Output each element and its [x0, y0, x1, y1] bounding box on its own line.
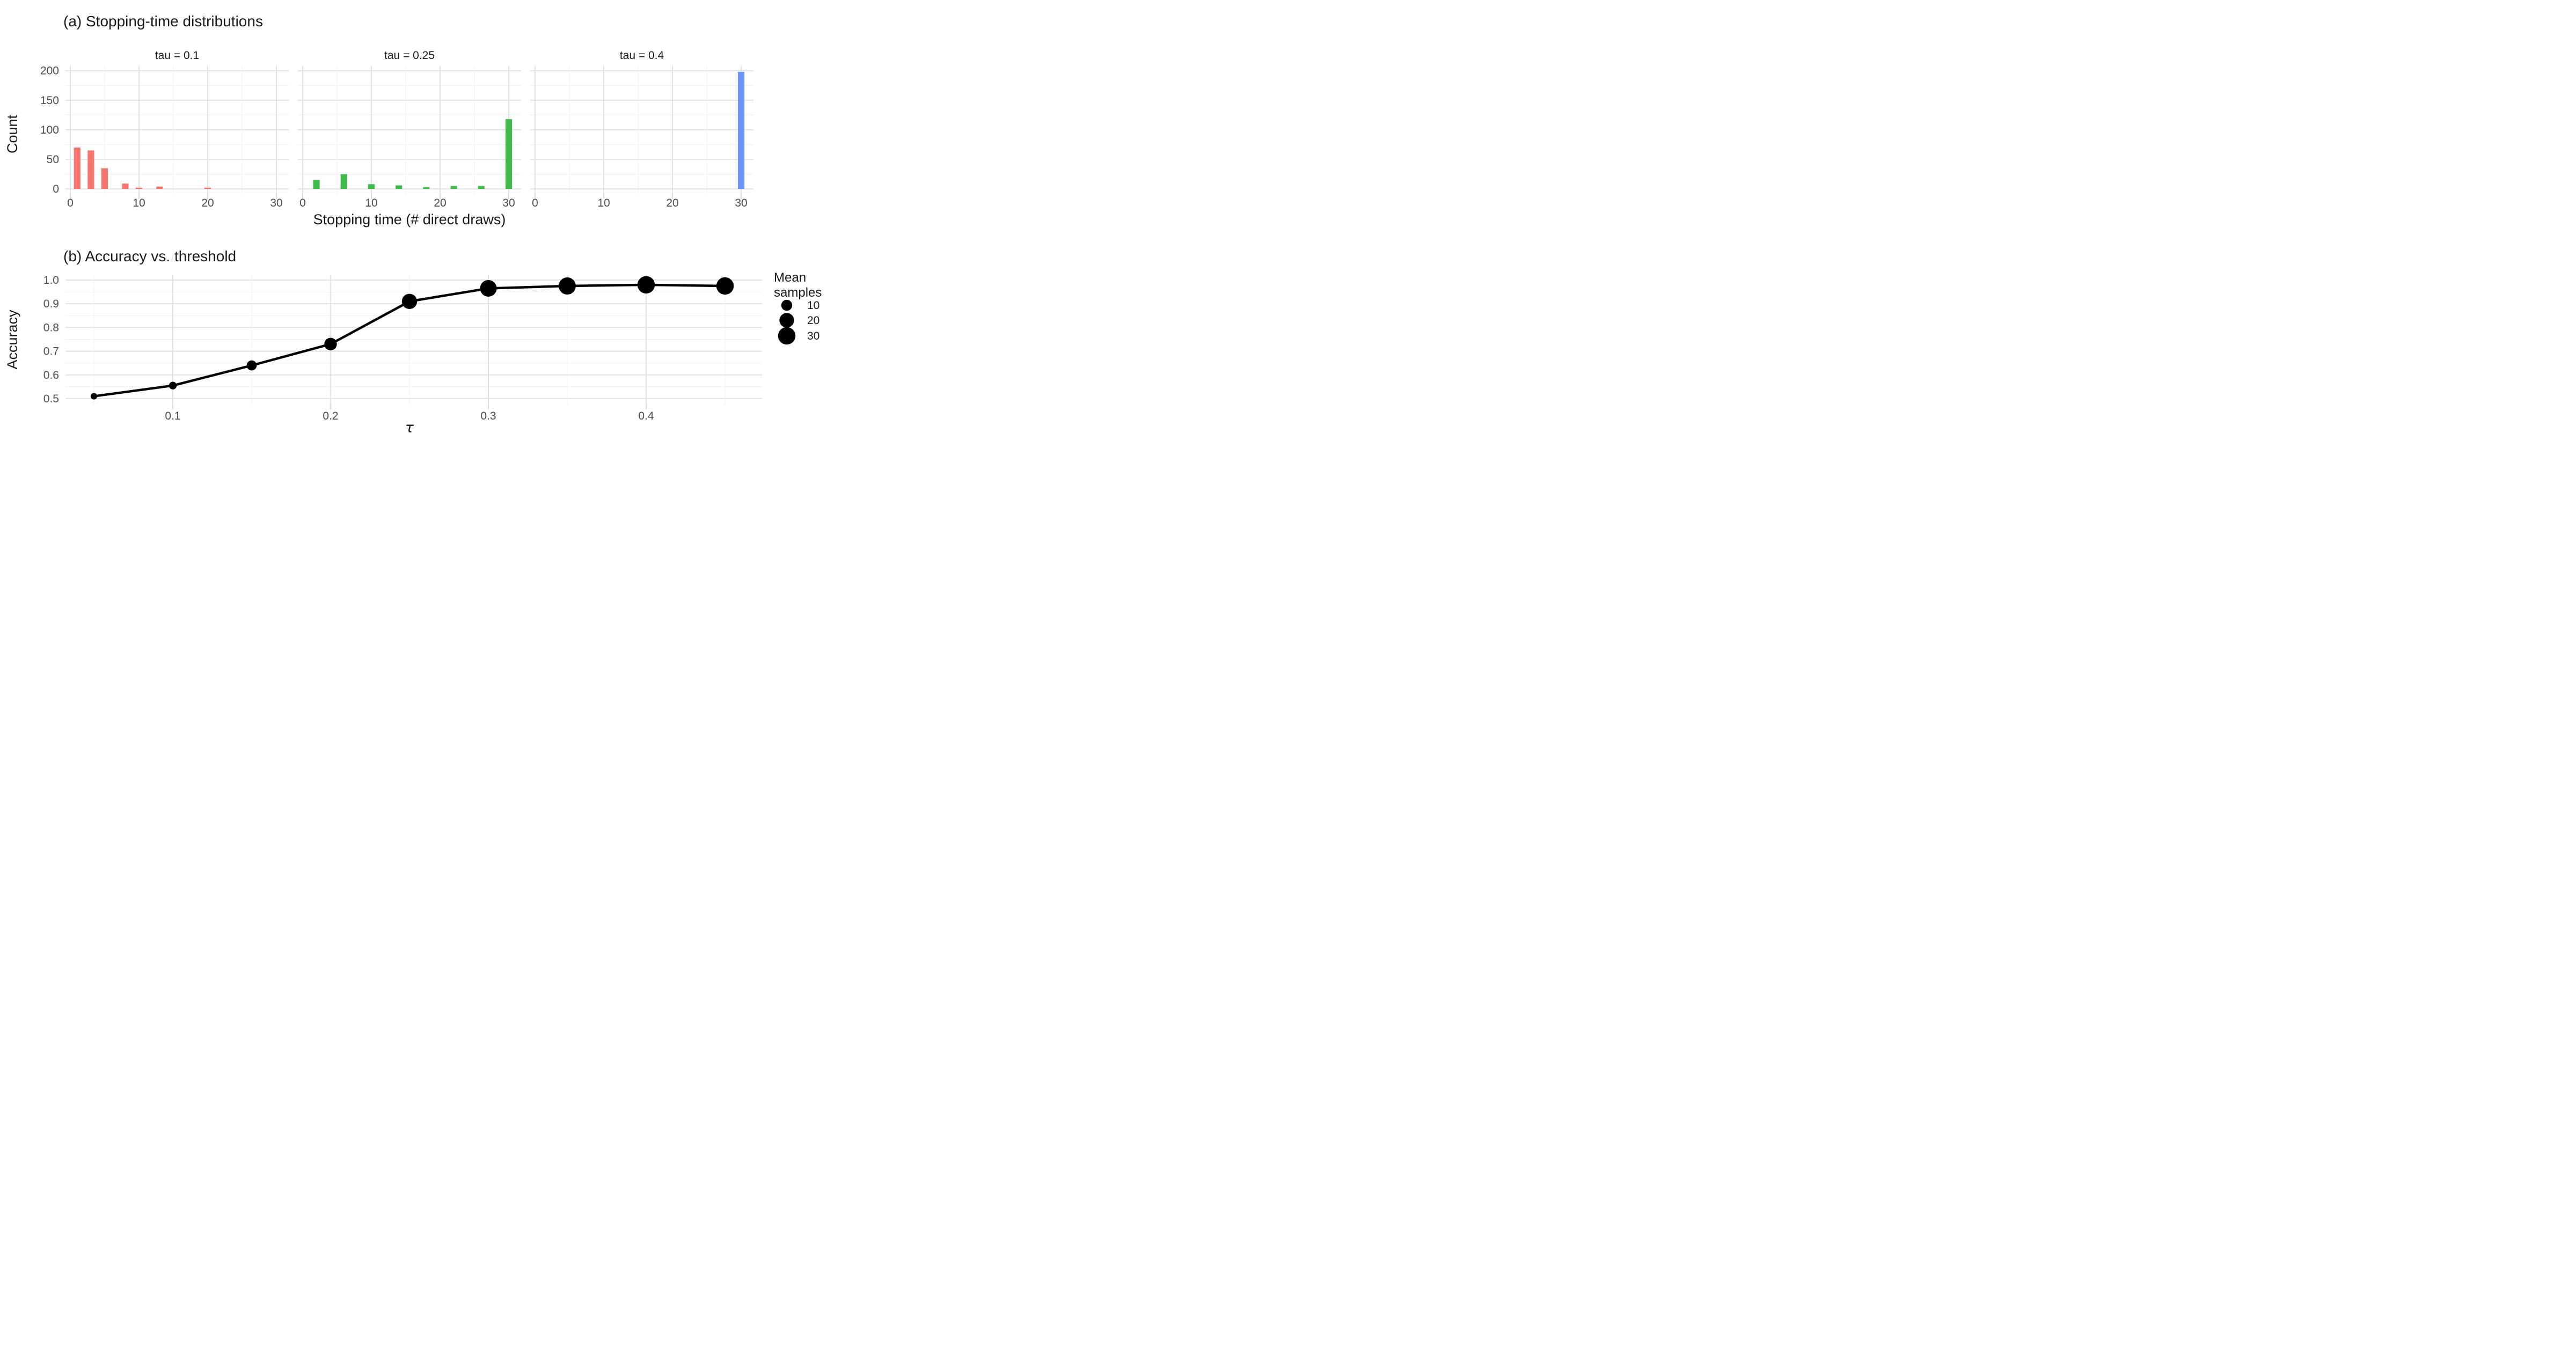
legend-key-label: 10: [807, 299, 819, 312]
x-tick-label: 0.4: [638, 410, 654, 422]
panel-a-stopping-time: (a) Stopping-time distributions tau = 0.…: [4, 13, 753, 227]
histogram-bar: [478, 186, 485, 189]
panel-a-bars: [74, 71, 745, 189]
facet-strip-label-tau-0.25: tau = 0.25: [384, 49, 435, 62]
x-tick-label: 10: [597, 197, 610, 209]
histogram-bar: [737, 71, 745, 189]
histogram-bar: [505, 119, 513, 189]
x-tick-label: 0: [299, 197, 306, 209]
data-point: [558, 277, 576, 295]
y-tick-label: 0.5: [43, 393, 59, 405]
y-tick-label: 50: [47, 153, 59, 166]
x-tick-label: 10: [133, 197, 145, 209]
histogram-bar: [313, 180, 320, 189]
y-tick-label: 100: [40, 124, 59, 136]
legend-key-label: 30: [807, 330, 819, 342]
x-tick-label: 0.3: [480, 410, 496, 422]
histogram-bar: [423, 187, 430, 189]
panel-a-x-axis-title: Stopping time (# direct draws): [313, 211, 506, 227]
histogram-bar: [340, 174, 347, 189]
y-tick-label: 0.7: [43, 346, 59, 358]
data-point: [324, 337, 337, 351]
x-tick-label: 0.1: [165, 410, 180, 422]
legend-title-line-1: Mean: [774, 270, 806, 285]
x-tick-label: 30: [270, 197, 282, 209]
panel-b-series: [90, 276, 734, 400]
panel-b-tick-labels: 0.1 0.2 0.3 0.4 0.5 0.6 0.7 0.8 0.9 1.0: [43, 274, 654, 422]
y-tick-label: 1.0: [43, 274, 59, 286]
panel-a-axis-ticks: [70, 195, 742, 199]
legend-key-label: 20: [807, 314, 819, 327]
data-point: [401, 293, 418, 309]
data-point: [246, 360, 257, 371]
panel-a-title: (a) Stopping-time distributions: [63, 13, 263, 30]
panel-b-x-axis-title: τ: [405, 420, 414, 436]
x-tick-label: 10: [365, 197, 377, 209]
facet-strip-label-tau-0.4: tau = 0.4: [620, 49, 664, 62]
data-point: [169, 381, 177, 390]
panel-a-y-axis-title: Count: [4, 114, 20, 153]
histogram-bar: [101, 168, 108, 189]
histogram-bar: [204, 187, 211, 189]
y-tick-label: 150: [40, 94, 59, 107]
panel-b-axis-ticks: [172, 405, 647, 409]
histogram-bar: [122, 183, 129, 189]
data-point: [90, 393, 98, 400]
panel-b-accuracy: (b) Accuracy vs. threshold 0.1 0.2 0.3 0.40…: [4, 248, 822, 436]
histogram-bar: [74, 147, 80, 189]
data-point: [480, 280, 497, 297]
legend-keys: 10 20 30: [778, 299, 819, 345]
x-tick-label: 0: [67, 197, 74, 209]
x-tick-label: 30: [735, 197, 747, 209]
x-tick-label: 20: [666, 197, 678, 209]
data-point: [637, 276, 655, 294]
y-tick-label: 0.8: [43, 321, 59, 334]
facet-strip-label-tau-0.1: tau = 0.1: [155, 49, 199, 62]
histogram-bar: [368, 184, 375, 189]
y-tick-label: 200: [40, 65, 59, 77]
panel-b-title: (b) Accuracy vs. threshold: [63, 248, 236, 264]
data-point: [716, 277, 734, 295]
legend-key-circle: [778, 327, 796, 345]
legend-key-circle: [781, 299, 793, 311]
panel-a-tick-labels: 0 10 20 30 0 10 20 30 0 10 20 30 0 50 100 150 200: [40, 65, 748, 209]
histogram-bar: [87, 150, 94, 189]
y-tick-label: 0: [53, 183, 59, 195]
x-tick-label: 0: [532, 197, 538, 209]
chart-svg: (a) Stopping-time distributions tau = 0.…: [4, 13, 822, 436]
x-tick-label: 20: [201, 197, 214, 209]
histogram-bar: [156, 186, 163, 189]
legend-title-line-2: samples: [774, 285, 822, 300]
x-tick-label: 20: [434, 197, 446, 209]
x-tick-label: 0.2: [323, 410, 338, 422]
legend-key-circle: [779, 313, 794, 328]
panel-b-y-axis-title: Accuracy: [4, 310, 20, 370]
histogram-bar: [135, 187, 143, 189]
y-tick-label: 0.9: [43, 298, 59, 310]
y-tick-label: 0.6: [43, 369, 59, 381]
x-tick-label: 30: [502, 197, 515, 209]
panel-a-gridlines: [65, 66, 753, 195]
legend-mean-samples: Mean samples 10 20 30: [774, 270, 822, 345]
histogram-bar: [396, 185, 402, 189]
histogram-bar: [450, 186, 457, 189]
figure: (a) Stopping-time distributions tau = 0.…: [0, 0, 859, 451]
